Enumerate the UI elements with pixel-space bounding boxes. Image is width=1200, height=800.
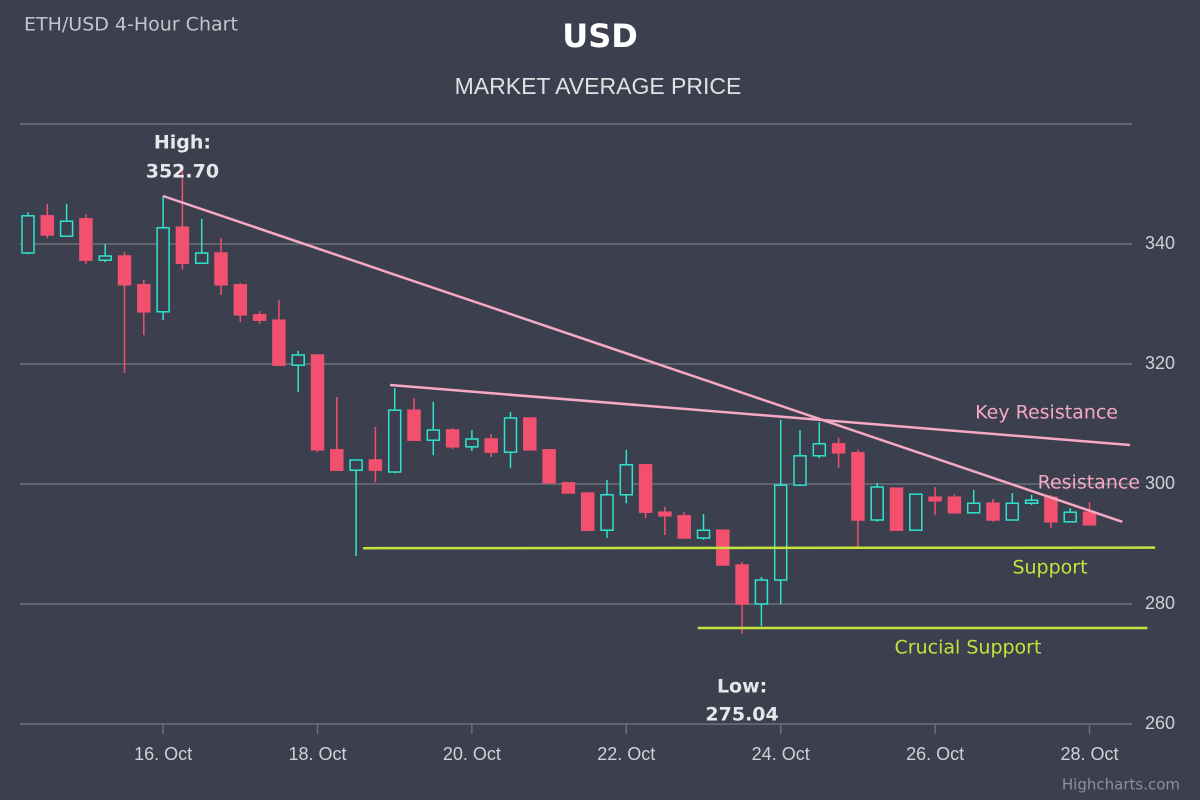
candle-body bbox=[484, 438, 498, 453]
candle-body bbox=[638, 464, 653, 513]
candle-body bbox=[600, 494, 614, 531]
candle-body bbox=[194, 252, 209, 264]
candle-body bbox=[330, 449, 344, 471]
candle-body bbox=[175, 226, 190, 264]
candle-body bbox=[40, 215, 55, 236]
candle-body bbox=[928, 496, 942, 502]
chart-title: USD bbox=[562, 17, 638, 55]
candle-body bbox=[1044, 496, 1058, 523]
candle-body bbox=[426, 429, 441, 441]
trendline bbox=[389, 383, 1131, 447]
candle-body bbox=[677, 515, 691, 539]
candle-body bbox=[503, 417, 518, 453]
y-tick-label: 320 bbox=[1145, 353, 1175, 373]
trendline-label: Support bbox=[1012, 557, 1087, 579]
chart-subtitle: MARKET AVERAGE PRICE bbox=[455, 73, 742, 99]
x-tick-label: 16. Oct bbox=[134, 744, 192, 764]
x-tick-label: 28. Oct bbox=[1060, 744, 1118, 764]
candle-body bbox=[368, 459, 383, 471]
candle-body bbox=[947, 496, 962, 514]
candle-body bbox=[349, 459, 363, 471]
candle-body bbox=[117, 255, 132, 286]
candle-body bbox=[252, 314, 267, 321]
annotation-value: 275.04 bbox=[705, 703, 778, 725]
candle-body bbox=[831, 443, 846, 454]
candle-body bbox=[909, 493, 923, 531]
candle-body bbox=[79, 218, 93, 261]
annotation-label: Low: bbox=[717, 675, 767, 697]
candle-body bbox=[445, 429, 460, 448]
y-tick-label: 260 bbox=[1145, 713, 1175, 733]
candle-body bbox=[619, 464, 634, 496]
credits: Highcharts.com bbox=[1062, 776, 1180, 794]
candle-body bbox=[233, 284, 248, 316]
candle-body bbox=[542, 449, 556, 484]
x-tick-label: 24. Oct bbox=[752, 744, 810, 764]
trendline bbox=[363, 546, 1156, 550]
candle-body bbox=[773, 484, 788, 581]
candle-body bbox=[1063, 511, 1077, 523]
annotation-label: High: bbox=[154, 131, 211, 153]
candle-body bbox=[754, 579, 769, 605]
candle-body bbox=[291, 354, 305, 366]
candle-body bbox=[407, 409, 421, 441]
candle-body bbox=[561, 482, 576, 494]
candle-body bbox=[59, 220, 74, 237]
candle-body bbox=[1082, 511, 1097, 526]
candle-body bbox=[21, 215, 35, 254]
annotation-value: 352.70 bbox=[146, 160, 219, 182]
candle-body bbox=[658, 511, 672, 517]
candle-body bbox=[310, 354, 325, 451]
y-tick-label: 300 bbox=[1145, 473, 1175, 493]
candle-body bbox=[889, 487, 904, 531]
x-tick-label: 18. Oct bbox=[288, 744, 346, 764]
candle-body bbox=[966, 502, 981, 514]
candle-body bbox=[986, 502, 1000, 521]
candle-body bbox=[156, 227, 170, 313]
x-tick-label: 20. Oct bbox=[443, 744, 501, 764]
candle-body bbox=[1005, 502, 1020, 521]
y-tick-label: 280 bbox=[1145, 593, 1175, 613]
trendline bbox=[162, 194, 1123, 523]
candle-body bbox=[387, 409, 402, 473]
chart-label: ETH/USD 4-Hour Chart bbox=[24, 14, 238, 36]
candle-body bbox=[523, 417, 537, 451]
candle-body bbox=[851, 452, 865, 521]
candle-body bbox=[1024, 499, 1039, 504]
candle-body bbox=[870, 486, 884, 521]
candle-body bbox=[214, 252, 228, 286]
candle-body bbox=[98, 255, 112, 261]
candle-body bbox=[272, 319, 286, 366]
candle-body bbox=[735, 564, 749, 605]
candle-body bbox=[793, 455, 807, 486]
trendline-label: Resistance bbox=[1038, 472, 1140, 494]
candle-body bbox=[696, 529, 711, 539]
trendline-label: Key Resistance bbox=[975, 402, 1118, 424]
candle-body bbox=[812, 443, 827, 457]
trendline-label: Crucial Support bbox=[895, 637, 1042, 659]
x-tick-label: 22. Oct bbox=[597, 744, 655, 764]
candle-body bbox=[580, 492, 595, 531]
y-tick-label: 340 bbox=[1145, 233, 1175, 253]
x-tick-label: 26. Oct bbox=[906, 744, 964, 764]
candle-body bbox=[465, 438, 479, 448]
candle-body bbox=[137, 284, 151, 313]
